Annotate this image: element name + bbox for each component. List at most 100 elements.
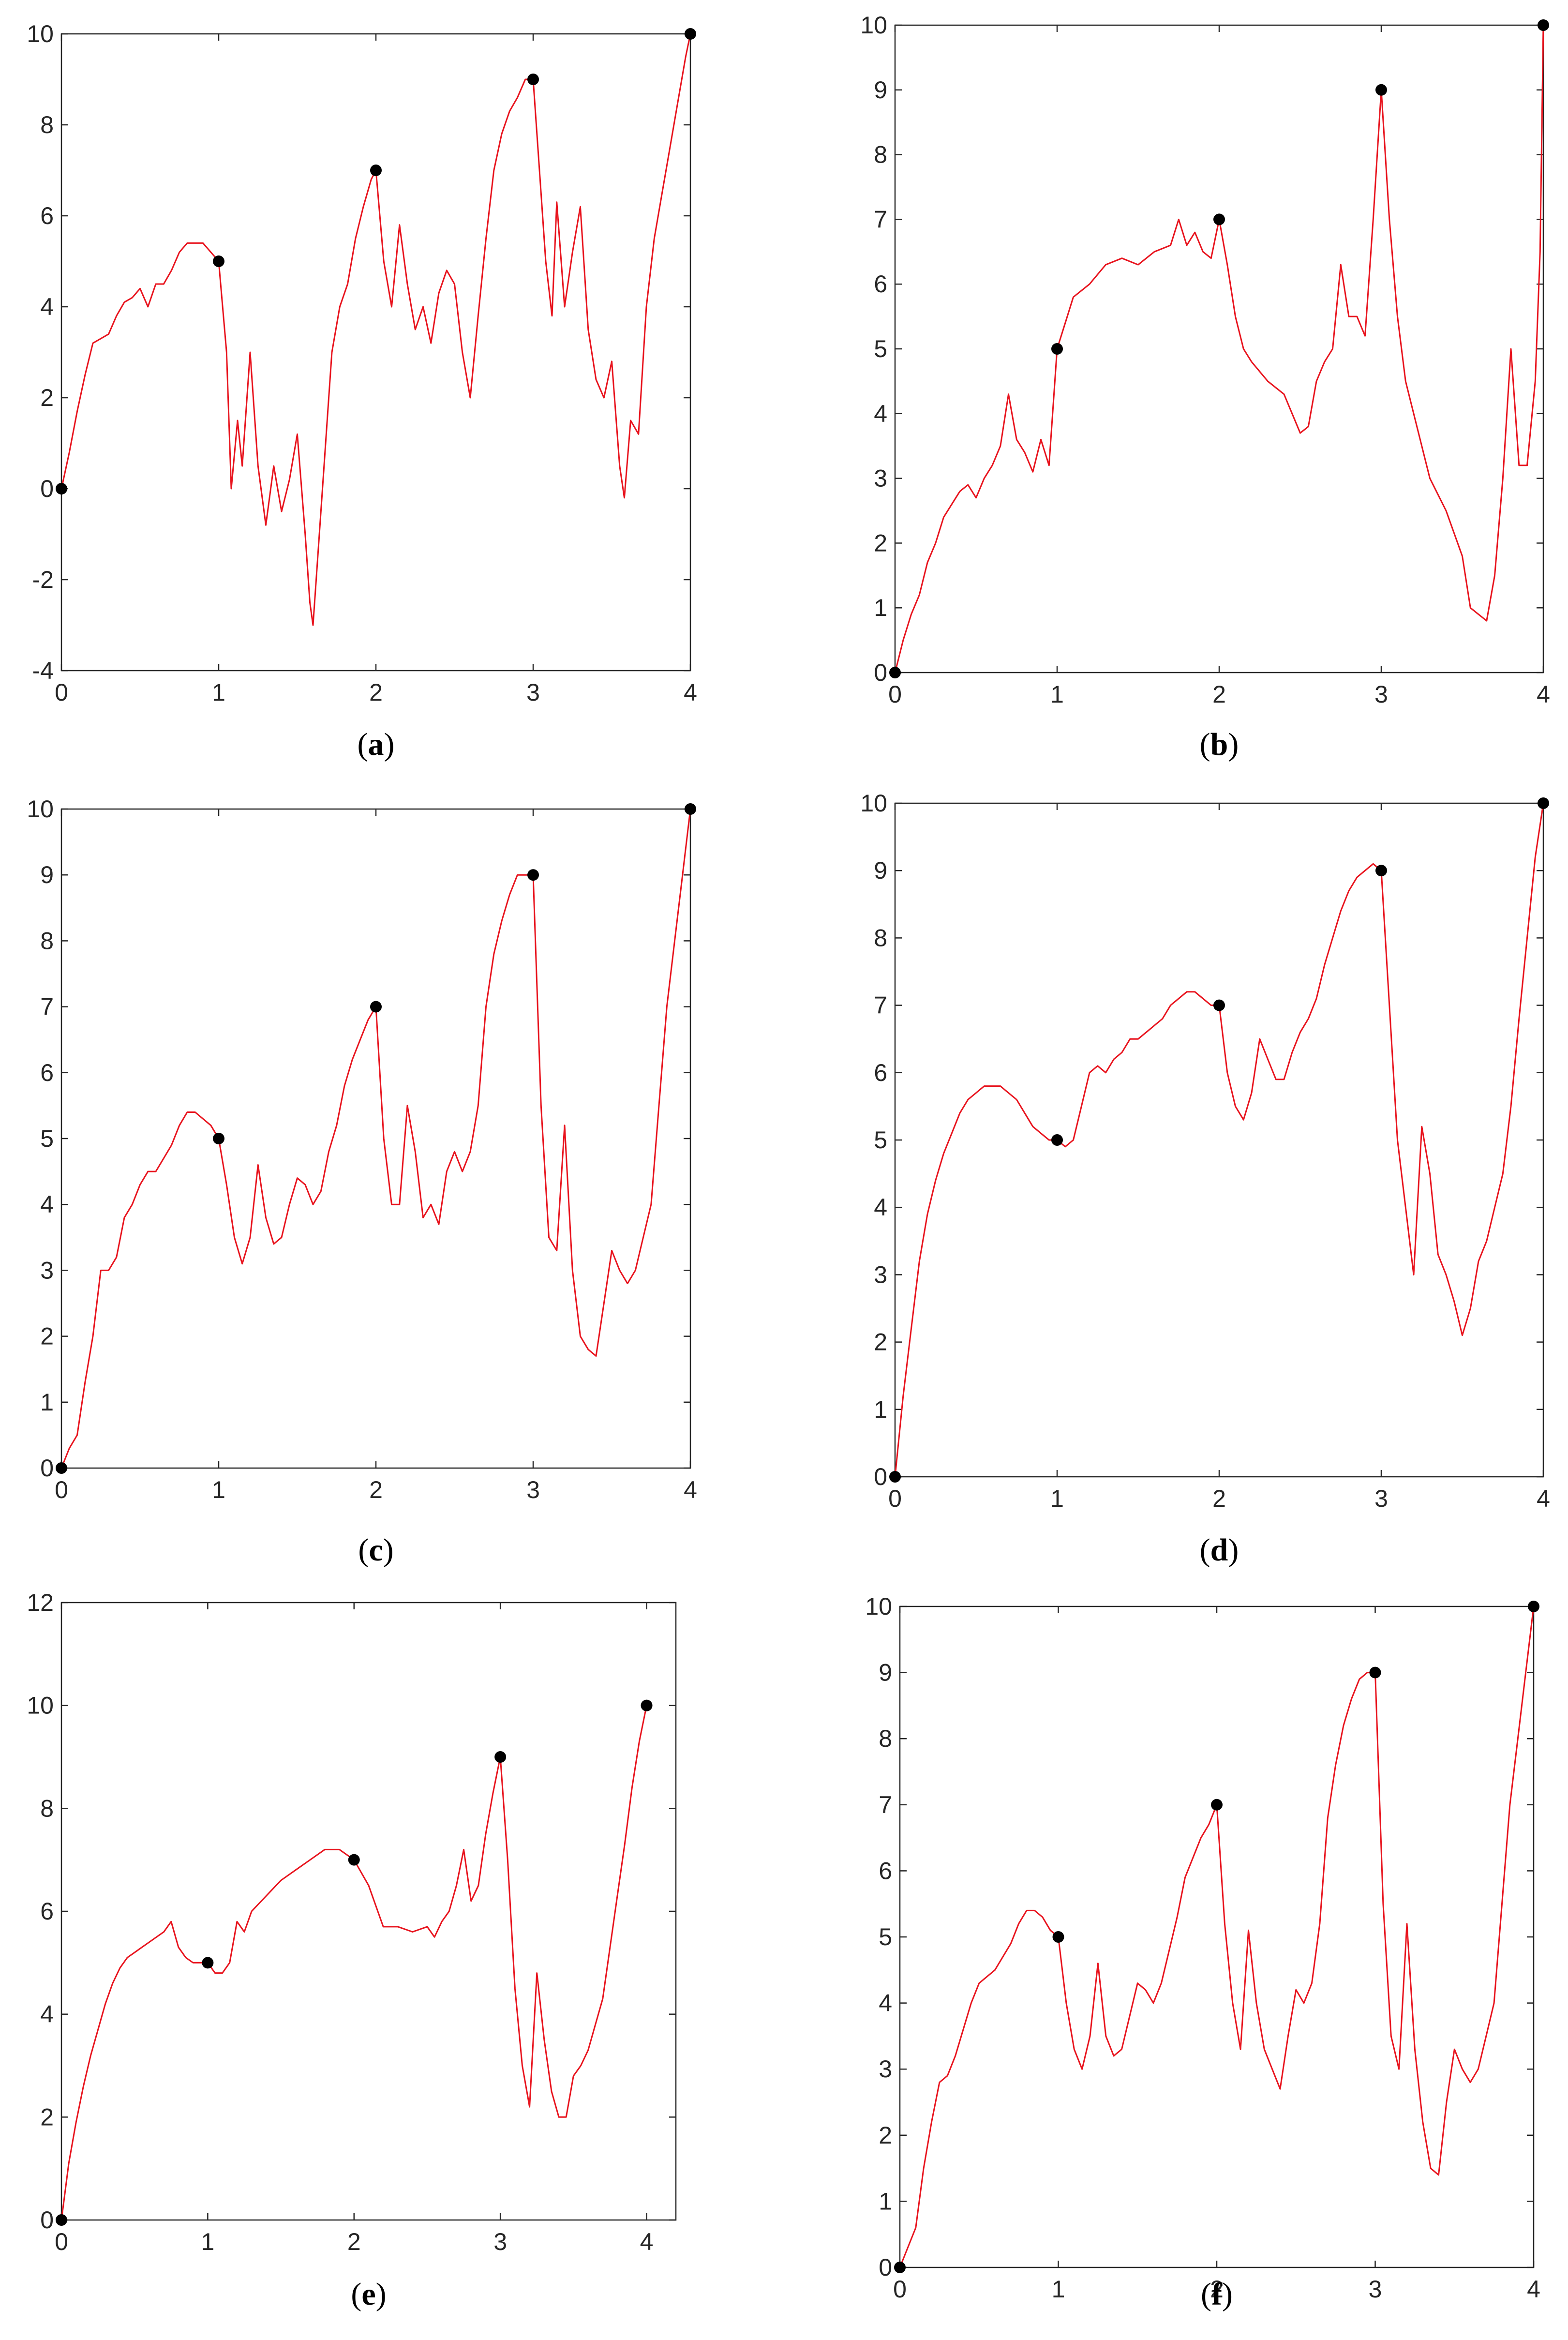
data-point-marker bbox=[1051, 1134, 1063, 1146]
data-point-marker bbox=[894, 2262, 906, 2273]
y-tick-label: 5 bbox=[874, 1126, 887, 1154]
data-point-marker bbox=[1375, 865, 1387, 877]
data-point-marker bbox=[56, 1462, 67, 1474]
y-tick-label: 5 bbox=[874, 335, 887, 362]
y-tick-label: 10 bbox=[27, 795, 54, 823]
x-tick-label: 1 bbox=[212, 1476, 225, 1503]
y-tick-label: 8 bbox=[40, 927, 54, 954]
panel-letter: e bbox=[361, 2277, 375, 2312]
data-point-marker bbox=[889, 667, 901, 678]
data-point-marker bbox=[527, 74, 539, 85]
y-tick-label: 2 bbox=[874, 1329, 887, 1356]
y-tick-label: 4 bbox=[874, 400, 887, 427]
y-tick-label: 9 bbox=[40, 861, 54, 888]
y-tick-label: 10 bbox=[860, 790, 887, 817]
y-tick-label: 4 bbox=[40, 1191, 54, 1218]
y-tick-label: 7 bbox=[879, 1791, 892, 1818]
x-tick-label: 4 bbox=[1537, 1485, 1550, 1512]
y-tick-label: 4 bbox=[879, 1990, 892, 2017]
y-tick-label: 7 bbox=[40, 993, 54, 1020]
y-tick-label: 7 bbox=[874, 992, 887, 1019]
y-tick-label: 6 bbox=[874, 1059, 887, 1086]
x-tick-label: 2 bbox=[369, 1476, 383, 1503]
x-tick-label: 4 bbox=[1537, 681, 1550, 708]
panel-letter: c bbox=[369, 1532, 383, 1568]
y-tick-label: 4 bbox=[40, 2001, 54, 2028]
data-point-marker bbox=[56, 2214, 67, 2226]
y-tick-label: 1 bbox=[40, 1389, 54, 1416]
y-tick-label: 8 bbox=[874, 141, 887, 168]
y-tick-label: 6 bbox=[40, 202, 54, 229]
x-tick-label: 4 bbox=[1527, 2276, 1540, 2303]
panel-letter: b bbox=[1210, 727, 1228, 762]
x-tick-label: 2 bbox=[347, 2228, 361, 2255]
x-tick-label: 3 bbox=[1369, 2276, 1382, 2303]
y-tick-label: 9 bbox=[874, 857, 887, 884]
y-tick-label: 10 bbox=[27, 20, 54, 47]
data-point-marker bbox=[1538, 797, 1549, 809]
y-tick-label: 9 bbox=[879, 1659, 892, 1686]
y-tick-label: 1 bbox=[874, 594, 887, 621]
data-point-marker bbox=[213, 1133, 224, 1144]
x-tick-label: 2 bbox=[1210, 2276, 1224, 2303]
data-point-marker bbox=[1213, 999, 1225, 1011]
data-point-marker bbox=[527, 869, 539, 881]
x-tick-label: 1 bbox=[1052, 2276, 1065, 2303]
panel-letter: a bbox=[368, 727, 384, 762]
chart-panel-b: 0 1 2 3 4 0 1 2 3 4 5 6 7 8 9 10 (b) bbox=[860, 12, 1550, 762]
x-tick-label: 0 bbox=[55, 2228, 68, 2255]
x-tick-label: 3 bbox=[1374, 681, 1388, 708]
y-tick-label: 9 bbox=[874, 76, 887, 104]
y-tick-label: 8 bbox=[879, 1725, 892, 1752]
x-tick-label: 1 bbox=[1050, 681, 1064, 708]
y-tick-label: 1 bbox=[879, 2188, 892, 2215]
y-tick-label: 6 bbox=[40, 1898, 54, 1925]
y-tick-label: 10 bbox=[27, 1692, 54, 1719]
x-tick-label: 0 bbox=[55, 1476, 68, 1503]
chart-panel-c: 0 1 2 3 4 0 1 2 3 4 5 6 7 8 9 10 (c) bbox=[27, 795, 697, 1568]
y-tick-label: 6 bbox=[879, 1857, 892, 1884]
y-tick-label: 8 bbox=[874, 924, 887, 951]
y-tick-label: 3 bbox=[874, 465, 887, 492]
y-tick-label: 10 bbox=[860, 12, 887, 39]
y-tick-label: 0 bbox=[874, 1463, 887, 1490]
y-tick-label: 12 bbox=[27, 1589, 54, 1616]
x-tick-label: 3 bbox=[493, 2228, 507, 2255]
series-line bbox=[60, 1705, 647, 2220]
y-tick-label: 8 bbox=[40, 1795, 54, 1822]
y-tick-label: 8 bbox=[40, 111, 54, 138]
data-point-marker bbox=[641, 1699, 653, 1711]
y-tick-label: 3 bbox=[879, 2055, 892, 2083]
y-tick-label: 2 bbox=[40, 1323, 54, 1350]
data-point-marker bbox=[1375, 84, 1387, 96]
y-tick-label: 0 bbox=[874, 659, 887, 686]
y-tick-label: 2 bbox=[40, 2103, 54, 2130]
y-tick-label: 2 bbox=[40, 384, 54, 411]
data-point-marker bbox=[1051, 343, 1063, 355]
x-tick-label: 4 bbox=[684, 1476, 697, 1503]
data-point-marker bbox=[685, 28, 696, 40]
y-tick-label: 0 bbox=[40, 2206, 54, 2234]
chart-panel-a: 0 1 2 3 4 -4 -2 0 2 4 6 8 10 (a) bbox=[27, 20, 697, 762]
x-tick-label: 1 bbox=[1050, 1485, 1064, 1512]
x-tick-label: 0 bbox=[893, 2276, 907, 2303]
data-point-marker bbox=[1052, 1931, 1064, 1943]
y-tick-label: 2 bbox=[879, 2122, 892, 2149]
y-tick-label: 6 bbox=[874, 270, 887, 298]
x-tick-label: 4 bbox=[640, 2228, 654, 2255]
x-tick-label: 0 bbox=[888, 1485, 902, 1512]
x-tick-label: 2 bbox=[369, 679, 383, 706]
x-tick-label: 1 bbox=[212, 679, 225, 706]
chart-panel-d: 0 1 2 3 4 0 1 2 3 4 5 6 7 8 9 10 (d) bbox=[860, 790, 1550, 1568]
data-point-marker bbox=[1211, 1799, 1223, 1811]
data-point-marker bbox=[1369, 1666, 1381, 1679]
x-tick-label: 0 bbox=[888, 681, 902, 708]
panel-caption: (b) bbox=[1200, 727, 1239, 762]
x-tick-label: 1 bbox=[201, 2228, 214, 2255]
y-tick-label: 4 bbox=[40, 293, 54, 320]
panel-caption: (f) bbox=[1201, 2277, 1233, 2312]
y-tick-label: 0 bbox=[40, 1455, 54, 1482]
y-tick-label: 10 bbox=[865, 1593, 892, 1620]
data-point-marker bbox=[1213, 213, 1225, 225]
